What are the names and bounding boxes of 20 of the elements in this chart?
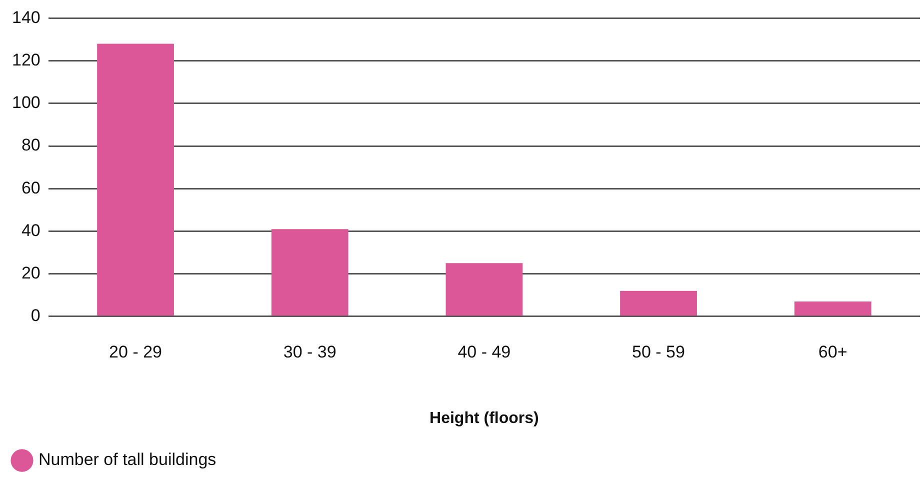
bar [97, 44, 174, 316]
y-tick-label: 80 [21, 136, 40, 155]
x-tick-label: 30 - 39 [283, 342, 336, 362]
x-tick-label: 20 - 29 [109, 342, 162, 362]
y-tick-label: 100 [12, 93, 40, 112]
bar [620, 290, 697, 316]
y-tick-label: 20 [21, 263, 40, 282]
x-tick-label: 50 - 59 [632, 342, 685, 362]
legend-label: Number of tall buildings [38, 450, 216, 470]
bar [271, 229, 348, 316]
y-tick-label: 0 [30, 306, 40, 326]
x-axis-title: Height (floors) [430, 410, 539, 427]
y-tick-label: 60 [21, 178, 40, 198]
y-tick-label: 120 [12, 50, 40, 70]
x-tick-label: 60+ [818, 342, 848, 362]
bar [446, 263, 523, 316]
y-tick-label: 140 [12, 8, 40, 27]
y-tick-label: 40 [21, 220, 40, 240]
bar [794, 301, 872, 316]
x-tick-label: 40 - 49 [458, 342, 511, 362]
